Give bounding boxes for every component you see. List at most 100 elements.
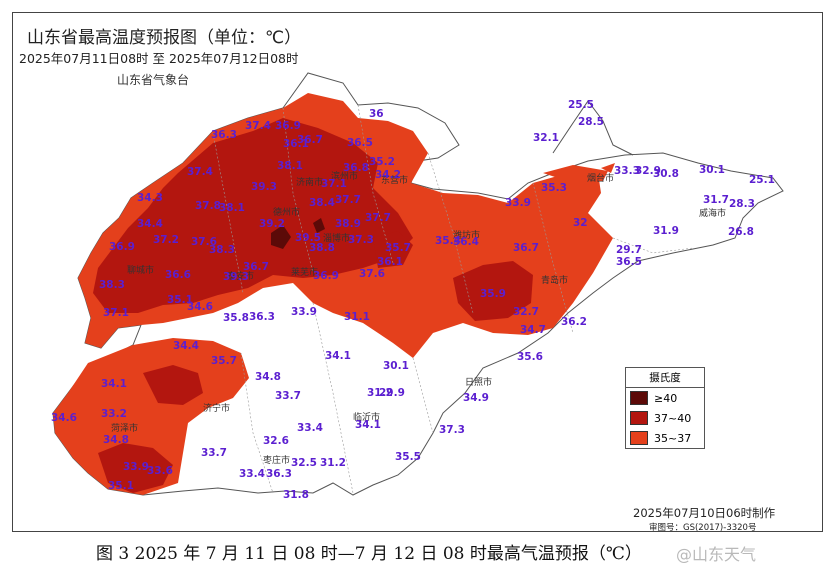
temp-value: 35.9 [480,288,506,300]
temp-value: 37.4 [187,166,213,178]
zone-ge-40 [271,218,325,249]
temp-value: 37.8 [195,200,221,212]
city-label: 东营市 [381,174,408,186]
legend-swatch [630,411,648,425]
temp-value: 37.3 [439,424,465,436]
temp-value: 33.7 [275,390,301,402]
review-number: 审图号：GS(2017)-3320号 [649,523,757,533]
temp-value: 29.7 [616,244,642,256]
temp-value: 36.6 [165,269,191,281]
city-label: 济宁市 [203,402,230,414]
temp-value: 36.7 [297,134,323,146]
temp-value: 32.6 [263,435,289,447]
temp-value: 35.2 [369,156,395,168]
city-label: 济南市 [296,176,323,188]
temp-value: 35.6 [517,351,543,363]
temp-value: 36.7 [513,242,539,254]
temp-value: 30.8 [653,168,679,180]
temp-value: 37.1 [103,307,129,319]
legend-swatch [630,431,648,445]
temp-value: 34.2 [375,169,401,181]
temp-value: 36.1 [283,138,309,150]
temp-value: 33.4 [297,422,323,434]
temp-value: 33.9 [291,306,317,318]
temp-value: 34.8 [255,371,281,383]
zone-37-40 [93,118,533,493]
city-label: 德州市 [273,206,300,218]
temp-value: 25.5 [568,99,594,111]
city-label: 威海市 [699,207,726,219]
city-label: 聊城市 [127,264,154,276]
temp-value: 37.2 [153,234,179,246]
city-label: 日照市 [465,376,492,388]
temp-value: 35.5 [395,451,421,463]
legend-label: 35~37 [654,431,692,445]
temp-value: 28.3 [729,198,755,210]
temp-value: 33.9 [123,461,149,473]
temp-value: 33.3 [614,165,640,177]
temp-value: 34.6 [51,412,77,424]
city-label: 滨州市 [331,170,358,182]
temp-value: 35.7 [211,355,237,367]
temp-value: 37.6 [359,268,385,280]
temp-value: 36.9 [275,120,301,132]
temp-value: 34.4 [137,218,163,230]
temp-value: 34.7 [520,324,546,336]
temp-value: 38.1 [277,160,303,172]
temp-value: 36.1 [377,256,403,268]
temp-value: 31.2 [320,457,346,469]
temp-value: 36.5 [616,256,642,268]
temp-value: 38.1 [219,202,245,214]
legend-swatch [630,391,648,405]
legend: 摄氏度 ≥40 37~40 35~37 [625,367,705,449]
temp-value: 36.2 [561,316,587,328]
temp-value: 33.4 [239,468,265,480]
temp-value: 29.9 [379,387,405,399]
map-title: 山东省最高温度预报图（单位：℃） [27,28,302,48]
temp-value: 33.7 [201,447,227,459]
temp-value: 32.9 [635,165,661,177]
city-label: 莱芜市 [291,266,318,278]
temp-value: 36 [369,108,384,120]
temp-value: 34.1 [355,419,381,431]
legend-item-35-37: 35~37 [626,428,704,448]
city-label: 淄博市 [323,232,350,244]
coastline [552,100,634,156]
temp-value: 35.4 [435,235,461,247]
temp-value: 25.1 [749,174,775,186]
temp-value: 38.3 [99,279,125,291]
legend-label: ≥40 [654,391,678,405]
issuer-name: 山东省气象台 [117,73,190,87]
temp-value: 36.3 [249,311,275,323]
temp-value: 39.2 [259,218,285,230]
temp-value: 36.9 [313,270,339,282]
temp-value: 28.5 [578,116,604,128]
temp-value: 35.3 [541,182,567,194]
temp-value: 34.6 [187,301,213,313]
temp-value: 33.6 [147,465,173,477]
temp-value: 37.4 [245,120,271,132]
temp-value: 36.3 [266,468,292,480]
temp-value: 32.5 [291,457,317,469]
temp-value: 31.2 [367,387,393,399]
temp-value: 35.1 [167,294,193,306]
temp-value: 32.1 [533,132,559,144]
temp-value: 30.1 [383,360,409,372]
temp-value: 34.9 [463,392,489,404]
legend-title: 摄氏度 [626,368,704,388]
temp-value: 35.7 [385,242,411,254]
temp-value: 37.7 [365,212,391,224]
city-label: 烟台市 [587,172,614,184]
temp-value: 36.8 [343,162,369,174]
temp-value: 33.2 [101,408,127,420]
temp-value: 34.8 [103,434,129,446]
city-label: 菏泽市 [111,422,138,434]
temp-value: 37.7 [335,194,361,206]
temp-value: 39.3 [223,271,249,283]
temp-value: 37.6 [191,236,217,248]
forecast-period: 2025年07月11日08时 至 2025年07月12日08时 [19,51,299,66]
temp-value: 38.8 [309,242,335,254]
temp-value: 33.9 [505,197,531,209]
temp-value: 31.9 [653,225,679,237]
